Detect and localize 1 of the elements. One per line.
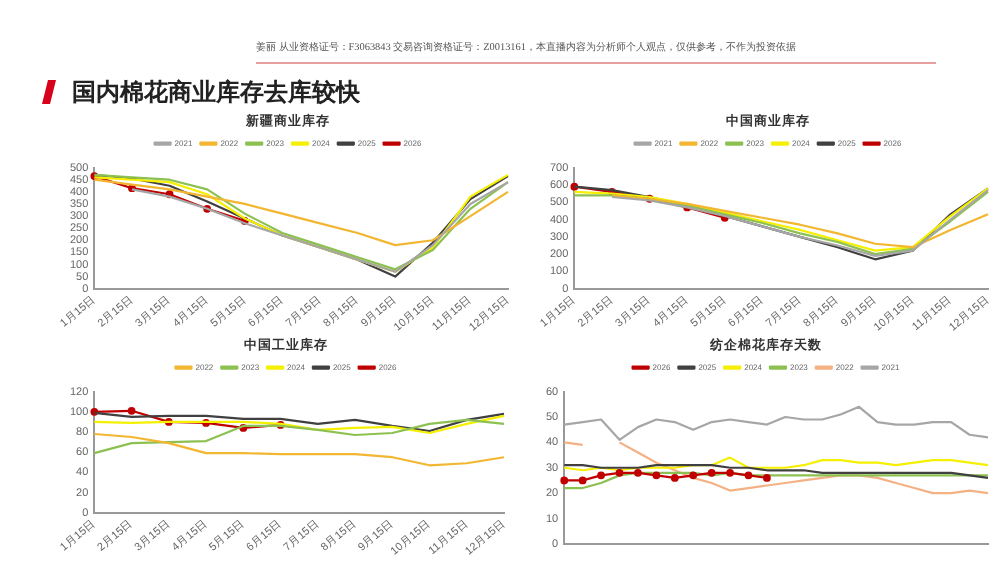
text: 国内棉花商业库存去库较快 <box>72 76 360 110</box>
